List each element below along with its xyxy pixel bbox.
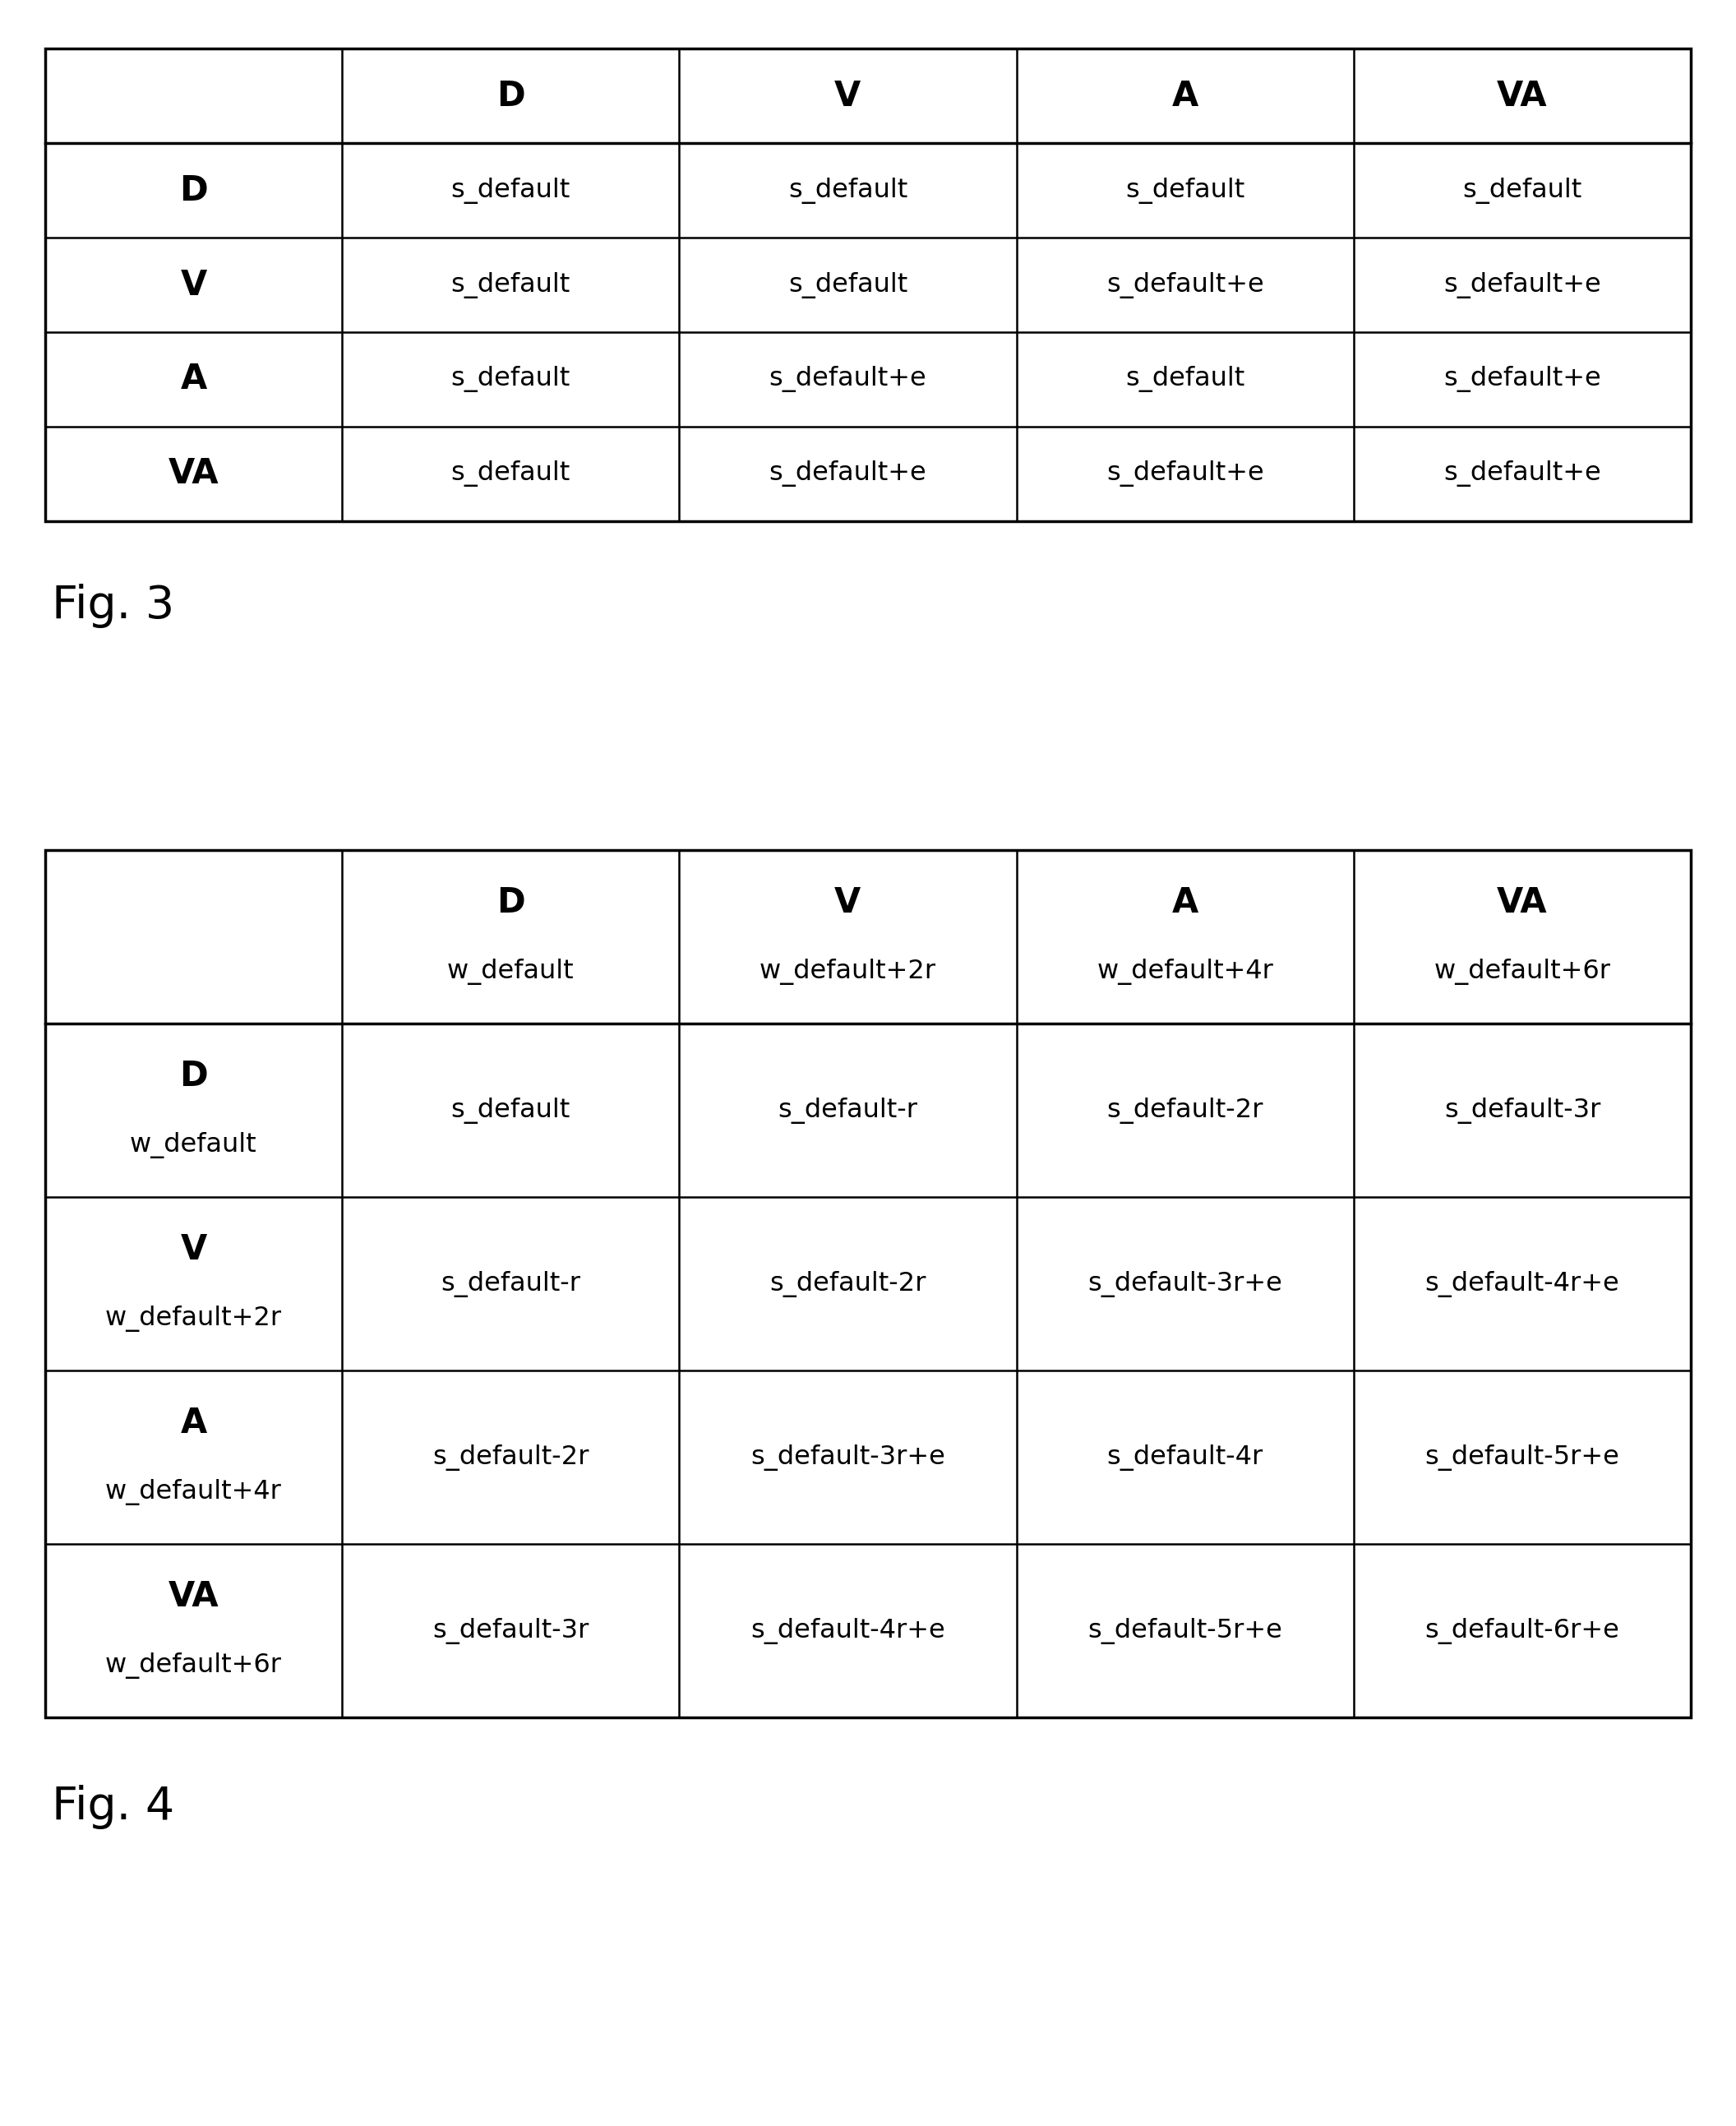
Text: s_default-6r+e: s_default-6r+e — [1425, 1618, 1620, 1643]
Text: s_default-2r: s_default-2r — [432, 1444, 589, 1471]
Text: s_default: s_default — [788, 176, 908, 204]
Text: D: D — [496, 884, 524, 921]
Text: V: V — [181, 268, 207, 302]
Text: s_default-4r+e: s_default-4r+e — [750, 1618, 944, 1643]
Bar — [45, 850, 1691, 1718]
Text: s_default-5r+e: s_default-5r+e — [1088, 1618, 1283, 1643]
Text: w_default+2r: w_default+2r — [759, 959, 936, 984]
Text: s_default: s_default — [1462, 176, 1581, 204]
Text: s_default-3r+e: s_default-3r+e — [1088, 1271, 1283, 1297]
Text: s_default+e: s_default+e — [1106, 461, 1264, 487]
Text: A: A — [181, 361, 207, 398]
Text: s_default-4r: s_default-4r — [1108, 1444, 1264, 1471]
Text: A: A — [1172, 79, 1198, 113]
Text: V: V — [835, 79, 861, 113]
Text: V: V — [181, 1233, 207, 1267]
Text: w_default+2r: w_default+2r — [106, 1305, 281, 1333]
Text: s_default: s_default — [451, 461, 569, 487]
Text: s_default-3r: s_default-3r — [1444, 1097, 1601, 1125]
Text: s_default-2r: s_default-2r — [769, 1271, 925, 1297]
Text: w_default: w_default — [130, 1133, 257, 1159]
Text: s_default-5r+e: s_default-5r+e — [1425, 1444, 1620, 1471]
Text: A: A — [1172, 884, 1198, 921]
Text: s_default: s_default — [451, 176, 569, 204]
Text: D: D — [179, 172, 208, 208]
Text: VA: VA — [168, 1580, 219, 1614]
Text: w_default+6r: w_default+6r — [1434, 959, 1611, 984]
Text: VA: VA — [1496, 79, 1547, 113]
Text: s_default-3r+e: s_default-3r+e — [750, 1444, 944, 1471]
Text: s_default-r: s_default-r — [441, 1271, 580, 1297]
Text: Fig. 4: Fig. 4 — [52, 1786, 175, 1828]
Text: w_default+4r: w_default+4r — [106, 1480, 281, 1505]
Text: V: V — [835, 884, 861, 921]
Text: A: A — [181, 1405, 207, 1439]
Text: s_default+e: s_default+e — [769, 366, 927, 393]
Text: s_default-3r: s_default-3r — [432, 1618, 589, 1643]
Text: s_default+e: s_default+e — [1443, 461, 1601, 487]
Text: D: D — [179, 1059, 208, 1093]
Text: D: D — [496, 79, 524, 113]
Text: Fig. 3: Fig. 3 — [52, 585, 175, 627]
Text: w_default+6r: w_default+6r — [106, 1652, 281, 1680]
Text: s_default+e: s_default+e — [769, 461, 927, 487]
Text: s_default-2r: s_default-2r — [1108, 1097, 1264, 1125]
Text: s_default: s_default — [451, 272, 569, 298]
Text: s_default+e: s_default+e — [1443, 272, 1601, 298]
Text: s_default-r: s_default-r — [778, 1097, 918, 1125]
Text: s_default+e: s_default+e — [1106, 272, 1264, 298]
Text: w_default: w_default — [446, 959, 575, 984]
Text: s_default: s_default — [1125, 176, 1245, 204]
Text: s_default-4r+e: s_default-4r+e — [1425, 1271, 1620, 1297]
Text: VA: VA — [1496, 884, 1547, 921]
Text: s_default+e: s_default+e — [1443, 366, 1601, 393]
Text: s_default: s_default — [451, 1097, 569, 1125]
Text: VA: VA — [168, 457, 219, 491]
Bar — [45, 49, 1691, 521]
Text: s_default: s_default — [1125, 366, 1245, 393]
Text: s_default: s_default — [451, 366, 569, 393]
Text: w_default+4r: w_default+4r — [1097, 959, 1272, 984]
Text: s_default: s_default — [788, 272, 908, 298]
